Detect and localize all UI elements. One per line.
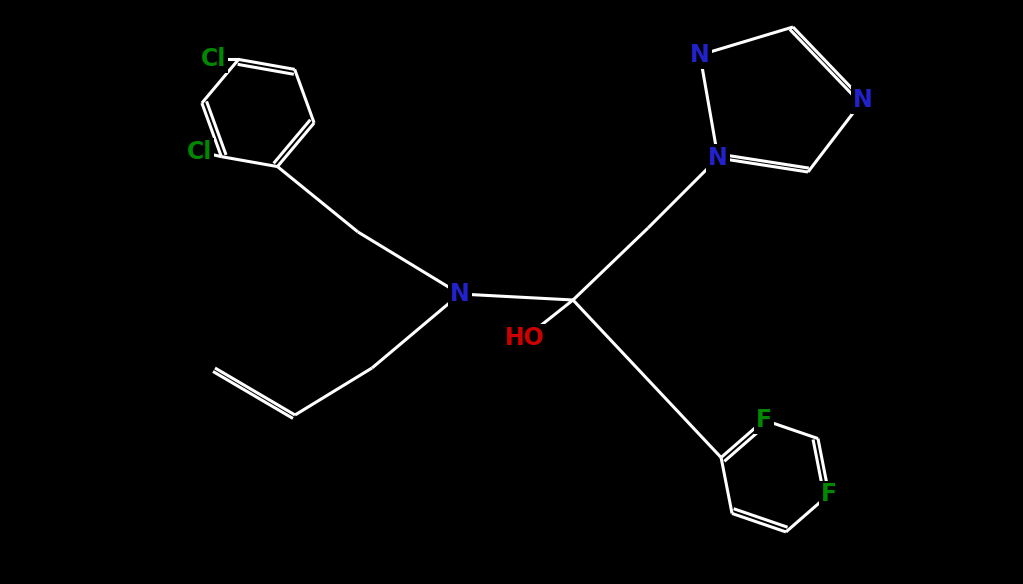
Text: N: N (691, 43, 710, 67)
Text: HO: HO (505, 326, 545, 350)
Text: N: N (450, 282, 470, 306)
Text: N: N (853, 88, 873, 112)
Text: F: F (820, 482, 837, 506)
Text: N: N (708, 146, 728, 170)
Text: Cl: Cl (201, 47, 226, 71)
Text: F: F (756, 408, 772, 432)
Text: Cl: Cl (186, 140, 212, 164)
